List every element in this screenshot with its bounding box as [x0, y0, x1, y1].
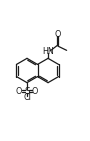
- Text: S: S: [24, 87, 30, 95]
- Text: O: O: [32, 87, 38, 95]
- Text: O: O: [54, 30, 61, 39]
- Text: HN: HN: [42, 47, 54, 56]
- Text: Cl: Cl: [23, 93, 31, 102]
- Text: O: O: [16, 87, 22, 95]
